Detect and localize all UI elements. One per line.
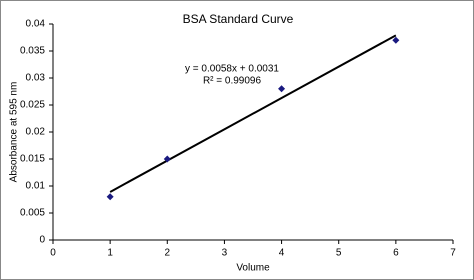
y-tick-label: 0.01 <box>26 181 46 192</box>
equation: y = 0.0058x + 0.0031 <box>185 64 279 75</box>
x-tick-label: 1 <box>107 248 113 259</box>
y-tick-label: 0.03 <box>26 73 46 84</box>
x-tick-label: 5 <box>336 248 342 259</box>
x-tick-label: 2 <box>165 248 171 259</box>
x-tick-label: 3 <box>222 248 228 259</box>
chart-title: BSA Standard Curve <box>183 12 294 26</box>
r-squared: R² = 0.99096 <box>203 76 262 87</box>
y-tick-label: 0.04 <box>26 19 46 30</box>
y-tick-label: 0.02 <box>26 127 46 138</box>
x-tick-label: 7 <box>450 248 456 259</box>
data-point <box>278 85 286 93</box>
y-tick-label: 0.035 <box>20 46 45 57</box>
x-axis-label: Volume <box>236 263 270 274</box>
y-tick-label: 0 <box>39 235 45 246</box>
y-axis-label: Absorbance at 595 nm <box>9 82 20 183</box>
y-tick-label: 0.005 <box>20 208 45 219</box>
x-tick-label: 4 <box>279 248 285 259</box>
data-point <box>163 155 171 163</box>
x-tick-label: 0 <box>50 248 56 259</box>
x-tick-label: 6 <box>393 248 399 259</box>
y-tick-label: 0.025 <box>20 100 45 111</box>
y-tick-label: 0.015 <box>20 154 45 165</box>
trendline <box>109 34 397 193</box>
data-point <box>392 36 400 44</box>
data-point <box>106 193 114 201</box>
